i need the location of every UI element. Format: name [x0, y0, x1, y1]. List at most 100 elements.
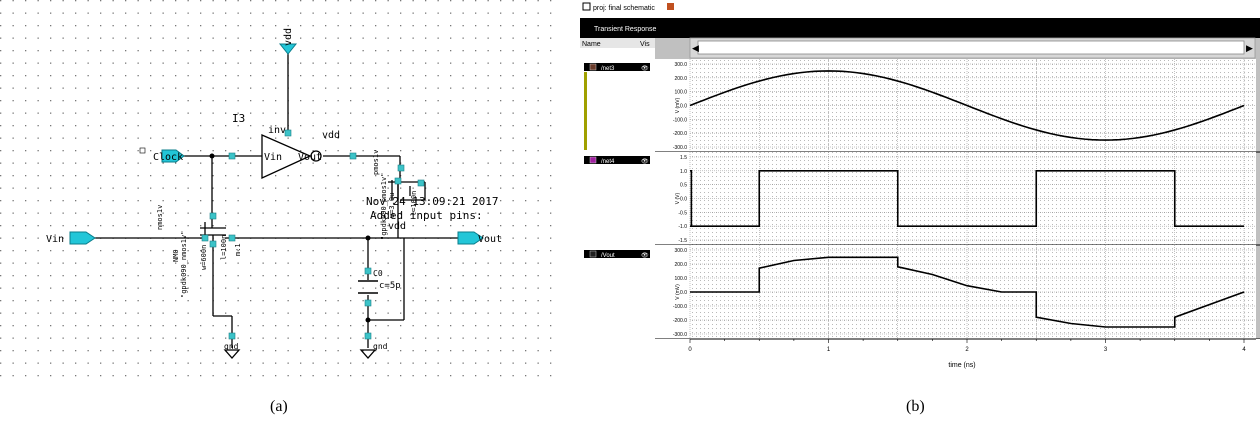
nmos-instance-label: NM0	[172, 249, 180, 262]
capacitor-value: c=5p	[379, 281, 401, 291]
column-name-header: Name	[582, 41, 601, 48]
y-tick-label: -100.0	[673, 304, 687, 310]
clock-pin-label: Clock	[153, 152, 183, 163]
vdd-pin-top[interactable]	[278, 43, 298, 55]
eye-icon[interactable]: 👁	[641, 65, 649, 72]
junction-dot	[365, 235, 371, 241]
vin-pin[interactable]	[69, 231, 96, 245]
vdd-inv-label: vdd	[322, 130, 340, 141]
signal-list-header	[580, 38, 655, 48]
y-tick-label: -300.0	[673, 332, 687, 338]
status-note: Added input pins:	[370, 209, 483, 222]
title-bar	[580, 18, 1260, 38]
schematic-canvas[interactable]: vdd I3 inv vdd Vin Vout Clock Vin Vout g…	[0, 0, 560, 380]
toolbar-title: proj: final schematic	[593, 5, 655, 12]
inverter-type-label: inv	[268, 125, 286, 136]
signal-row[interactable]: /net4 👁	[584, 156, 650, 165]
junction-dot	[209, 153, 215, 159]
x-axis-panel	[655, 339, 1260, 374]
signal-name: /net4	[601, 159, 615, 165]
signal-list	[580, 48, 655, 374]
y-tick-label: 300.0	[674, 248, 687, 254]
signal-row[interactable]: /Vout 👁	[584, 250, 650, 259]
dot-grid	[0, 0, 560, 380]
pmos-lib-label: "gpdk090_pmos1v"	[380, 173, 388, 240]
signal-row[interactable]: /net3 👁	[584, 63, 650, 72]
toolbar-icon[interactable]	[667, 3, 674, 10]
time-scrollbar-thumb[interactable]	[697, 40, 1245, 55]
waveform-canvas: proj: final schematic Transient Response…	[580, 0, 1260, 374]
y-tick-label: -1.5	[678, 238, 687, 244]
instance-name: I3	[232, 112, 245, 125]
pmos-length-label: l=100n	[410, 191, 418, 216]
y-tick-label: 0.5	[680, 183, 687, 189]
pmos-width-label: w=3.0u	[388, 193, 396, 218]
y-axis-panel	[655, 152, 690, 245]
nmos-multiplier-label: m:1	[234, 243, 242, 256]
y-axis-label: V (mV)	[675, 97, 681, 113]
y-tick-label: 300.0	[674, 62, 687, 68]
eye-icon[interactable]: 👁	[641, 252, 649, 259]
signal-row-bg	[584, 250, 650, 258]
y-tick-label: 200.0	[674, 76, 687, 82]
y-tick-label: 1.5	[680, 155, 687, 161]
y-tick-label: 0.0	[680, 290, 687, 296]
x-tick-label: 1	[827, 347, 831, 353]
vdd-top-label: vdd	[283, 28, 294, 46]
x-tick-label: 0	[688, 347, 692, 353]
signal-color-swatch	[589, 250, 597, 258]
vout-pin[interactable]	[457, 231, 484, 245]
waveform-plots: 300.0 200.0 100.0 0.0 -100.0 -200.0 -300.0 V (m…	[655, 59, 1260, 340]
y-tick-label: 100.0	[674, 90, 687, 96]
eye-icon[interactable]: 👁	[641, 158, 649, 165]
ground-symbol-left	[223, 349, 241, 359]
nmos-model-label: nmos1v	[156, 205, 164, 230]
signal-name: /Vout	[601, 253, 615, 259]
y-tick-label: -200.0	[673, 131, 687, 137]
y-tick-label: 1.0	[680, 169, 687, 175]
y-tick-label: 200.0	[674, 262, 687, 268]
capacitor-c0[interactable]	[358, 280, 378, 294]
caption-a: (a)	[270, 398, 288, 415]
nmos-lib-label: "gpdk090_nmos1v"	[180, 231, 188, 298]
caption-b: (b)	[906, 398, 925, 415]
scroll-left-icon[interactable]: ◀	[692, 43, 699, 53]
vout-pin-label: Vout	[478, 234, 502, 245]
y-tick-label: -100.0	[673, 117, 687, 123]
y-tick-label: -200.0	[673, 318, 687, 324]
y-axis-panel	[655, 245, 690, 339]
toolbar-checkbox[interactable]	[582, 2, 591, 11]
x-tick-label: 4	[1242, 347, 1246, 353]
signal-row-bg	[584, 63, 650, 71]
terminal-markers	[139, 129, 425, 340]
scroll-right-icon[interactable]: ▶	[1246, 43, 1253, 53]
y-tick-label: -0.5	[678, 210, 687, 216]
nmos-width-label: w=600n	[200, 245, 208, 270]
y-axis-label: V (V)	[675, 192, 681, 204]
signal-row-bg	[584, 156, 650, 164]
schematic-panel: vdd I3 inv vdd Vin Vout Clock Vin Vout g…	[0, 0, 560, 380]
y-axis-panel	[655, 59, 690, 152]
junction-dot	[365, 317, 371, 323]
series-line-net3	[689, 70, 1245, 141]
y-tick-label: -300.0	[673, 145, 687, 151]
x-tick-label: 2	[965, 347, 969, 353]
x-tick-label: 3	[1104, 347, 1108, 353]
capacitor-name: C0	[373, 269, 383, 278]
inverter-symbol[interactable]	[261, 134, 322, 180]
series-line-Vout	[690, 256, 1245, 328]
y-tick-label: 0.0	[680, 104, 687, 110]
pmos-model-label: pmos1v	[372, 150, 380, 175]
y-tick-label: -1.0	[678, 224, 687, 230]
y-axis-label: V (mV)	[675, 284, 681, 300]
x-axis-label: time (ns)	[948, 362, 975, 369]
vin-pin-label: Vin	[46, 234, 64, 245]
vdd-right-label: vdd	[388, 221, 406, 232]
column-vis-header: Vis	[640, 41, 650, 48]
timestamp-text: Nov 24 13:09:21 2017	[366, 195, 498, 208]
time-axis: 0 1 2 3 4	[655, 338, 1260, 374]
gnd-right-label: gnd	[373, 342, 388, 351]
clock-pin[interactable]	[161, 149, 185, 163]
window-title: Transient Response	[594, 26, 656, 33]
gnd-left-label: gnd	[224, 342, 239, 351]
